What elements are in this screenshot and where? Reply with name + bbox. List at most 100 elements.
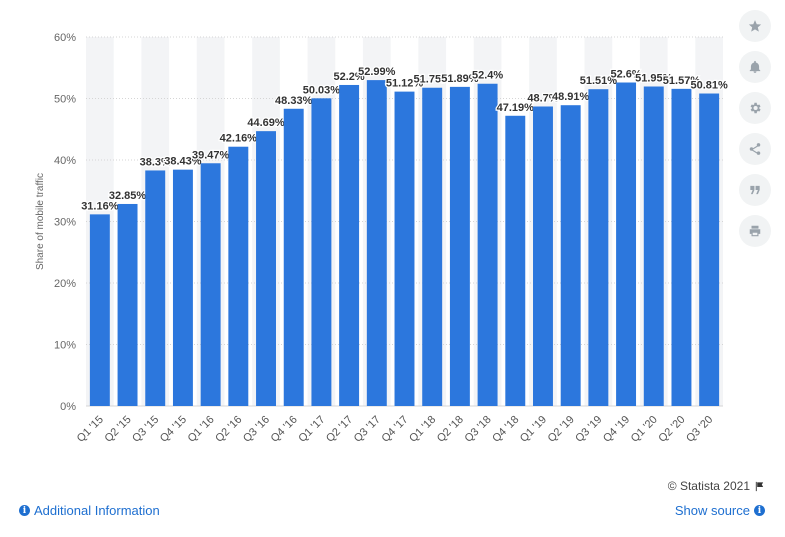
notification-button[interactable] bbox=[739, 51, 771, 83]
x-tick-label: Q2 '16 bbox=[213, 414, 244, 445]
bar bbox=[172, 169, 193, 406]
y-tick-label: 60% bbox=[54, 32, 76, 44]
info-icon: i bbox=[19, 505, 30, 516]
bar bbox=[145, 170, 166, 406]
y-tick-label: 50% bbox=[54, 94, 76, 106]
data-label: 38.43% bbox=[164, 156, 202, 168]
data-label: 42.16% bbox=[220, 133, 258, 145]
data-label: 52.2% bbox=[334, 71, 365, 83]
bar bbox=[533, 106, 553, 407]
bar bbox=[616, 82, 637, 406]
info-icon: i bbox=[754, 505, 765, 516]
bar bbox=[505, 115, 526, 407]
x-tick-label: Q2 '15 bbox=[102, 414, 133, 445]
x-tick-label: Q1 '16 bbox=[186, 414, 217, 445]
share-icon bbox=[749, 143, 761, 155]
x-tick-label: Q4 '15 bbox=[158, 414, 189, 445]
data-label: 51.51% bbox=[580, 75, 618, 87]
x-tick-label: Q4 '16 bbox=[269, 414, 300, 445]
data-label: 39.47% bbox=[192, 149, 230, 161]
x-tick-label: Q3 '18 bbox=[463, 414, 494, 445]
data-label: 50.81% bbox=[690, 80, 728, 92]
data-label: 52.4% bbox=[472, 70, 503, 82]
x-tick-label: Q1 '17 bbox=[296, 414, 327, 445]
data-label: 51.95% bbox=[635, 73, 673, 85]
y-tick-label: 10% bbox=[54, 340, 76, 352]
bar bbox=[588, 89, 609, 406]
data-label: 51.75% bbox=[414, 74, 452, 86]
x-tick-label: Q3 '19 bbox=[573, 414, 604, 445]
bar bbox=[228, 146, 249, 406]
data-label: 48.33% bbox=[275, 95, 313, 107]
x-tick-label: Q1 '18 bbox=[407, 414, 438, 445]
additional-information-label: Additional Information bbox=[34, 503, 160, 518]
star-icon bbox=[748, 20, 762, 32]
bar bbox=[311, 98, 332, 407]
bell-icon bbox=[749, 60, 761, 73]
bar bbox=[449, 86, 470, 407]
data-label: 50.03% bbox=[303, 84, 341, 96]
bar bbox=[699, 93, 720, 407]
side-toolbar bbox=[738, 10, 772, 256]
copyright: © Statista 2021 bbox=[668, 479, 765, 493]
bar bbox=[339, 84, 360, 406]
copyright-text: © Statista 2021 bbox=[667, 479, 750, 493]
data-label: 51.57% bbox=[663, 75, 701, 87]
x-tick-label: Q3 '15 bbox=[130, 414, 161, 445]
bar bbox=[394, 91, 415, 406]
data-label: 38.3% bbox=[140, 156, 171, 168]
data-label: 52.6% bbox=[610, 69, 641, 81]
x-tick-label: Q1 '19 bbox=[518, 414, 549, 445]
data-label: 51.12% bbox=[386, 78, 424, 90]
data-label: 52.99% bbox=[358, 66, 396, 78]
data-label: 51.89% bbox=[441, 73, 479, 85]
x-tick-label: Q2 '19 bbox=[546, 414, 577, 445]
chart-area: 0% 10% 20% 30% 40% 50% 60% Share of mobile traf… bbox=[35, 32, 729, 445]
show-source-label: Show source bbox=[674, 503, 750, 518]
data-label: 47.19% bbox=[497, 102, 535, 114]
x-tick-label: Q4 '19 bbox=[601, 414, 632, 445]
x-tick-label: Q3 '16 bbox=[241, 414, 272, 445]
x-tick-label: Q3 '17 bbox=[352, 414, 383, 445]
x-tick-label: Q3 '20 bbox=[684, 414, 715, 445]
x-tick-label: Q4 '17 bbox=[379, 414, 410, 445]
gear-icon bbox=[750, 102, 761, 114]
bar bbox=[366, 80, 387, 406]
bar-chart: 0% 10% 20% 30% 40% 50% 60% Share of mobile traf… bbox=[35, 32, 729, 445]
bar bbox=[422, 87, 443, 407]
quote-icon bbox=[750, 185, 760, 195]
data-label: 48.91% bbox=[552, 91, 590, 103]
y-tick-label: 0% bbox=[60, 401, 76, 413]
y-tick-label: 20% bbox=[54, 278, 76, 290]
x-tick-label: Q4 '18 bbox=[490, 414, 521, 445]
settings-button[interactable] bbox=[739, 92, 771, 124]
y-tick-label: 40% bbox=[54, 155, 76, 167]
print-icon bbox=[749, 225, 761, 237]
cite-button[interactable] bbox=[739, 174, 771, 206]
show-source-link[interactable]: Show source i bbox=[675, 503, 765, 518]
additional-information-link[interactable]: i Additional Information bbox=[19, 503, 160, 518]
bar bbox=[283, 108, 304, 406]
data-label: 31.16% bbox=[81, 200, 119, 212]
x-tick-label: Q1 '15 bbox=[75, 414, 106, 445]
bar bbox=[560, 105, 581, 407]
print-button[interactable] bbox=[739, 215, 771, 247]
bar bbox=[89, 214, 110, 406]
bar bbox=[256, 131, 276, 406]
x-tick-label: Q2 '18 bbox=[435, 414, 466, 445]
bar bbox=[643, 86, 664, 406]
data-label: 32.85% bbox=[109, 190, 147, 202]
x-tick-label: Q2 '20 bbox=[656, 414, 687, 445]
data-label: 44.69% bbox=[247, 117, 285, 129]
x-tick-label: Q2 '17 bbox=[324, 414, 355, 445]
share-button[interactable] bbox=[739, 133, 771, 165]
y-tick-label: 30% bbox=[54, 217, 76, 229]
bar bbox=[117, 203, 138, 406]
bar bbox=[477, 83, 498, 407]
y-axis-label: Share of mobile traffic bbox=[35, 173, 46, 270]
data-label: 48.7% bbox=[527, 92, 558, 104]
flag-icon[interactable] bbox=[754, 481, 765, 492]
bar bbox=[200, 163, 221, 406]
x-tick-label: Q1 '20 bbox=[629, 414, 660, 445]
favorite-button[interactable] bbox=[739, 10, 771, 42]
